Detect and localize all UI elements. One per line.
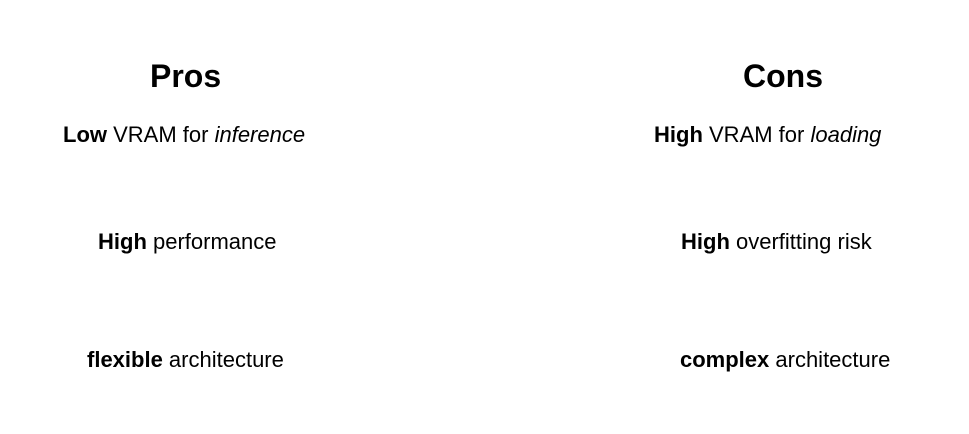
cons-item-text: architecture: [769, 347, 891, 372]
pros-item-italic: inference: [214, 122, 306, 147]
cons-item-text: VRAM for: [702, 122, 811, 147]
cons-item-emphasis: High: [681, 229, 730, 254]
cons-item: High VRAM for loading: [654, 122, 881, 148]
cons-item-emphasis: High: [654, 122, 703, 147]
pros-item-text: VRAM for: [107, 122, 215, 147]
pros-item-emphasis: High: [98, 229, 147, 254]
pros-item: Low VRAM for inference: [63, 122, 305, 148]
cons-heading: Cons: [743, 58, 823, 94]
pros-column: Pros Low VRAM for inference High perform…: [0, 0, 400, 434]
pros-item-emphasis: flexible: [87, 347, 163, 372]
cons-item-text: overfitting risk: [729, 229, 872, 254]
pros-item: High performance: [98, 229, 277, 255]
pros-item-text: performance: [146, 229, 277, 254]
pros-item: flexible architecture: [87, 347, 284, 373]
cons-column: Cons High VRAM for loading High overfitt…: [580, 0, 969, 434]
pros-heading: Pros: [150, 58, 222, 94]
pros-item-text: architecture: [162, 347, 284, 372]
cons-item: High overfitting risk: [681, 229, 872, 255]
cons-item-emphasis: complex: [680, 347, 770, 372]
cons-item: complex architecture: [680, 347, 890, 373]
cons-item-italic: loading: [810, 122, 882, 147]
pros-item-emphasis: Low: [63, 122, 107, 147]
